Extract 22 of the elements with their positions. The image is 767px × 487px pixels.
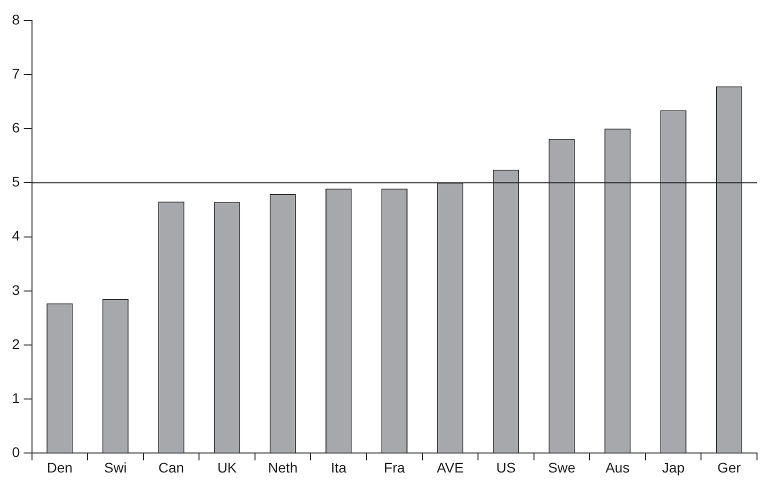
x-tick-label: Swe <box>548 459 576 476</box>
y-tick-label: 4 <box>12 228 20 244</box>
y-tick-label: 6 <box>12 119 20 136</box>
x-tick-label: US <box>496 459 516 476</box>
x-tick-label: Neth <box>268 459 298 476</box>
y-tick-label: 8 <box>12 11 20 28</box>
x-tick-label: Den <box>46 459 73 476</box>
y-tick-label: 1 <box>12 390 20 406</box>
x-tick-label: Jap <box>662 459 685 476</box>
y-tick-label: 3 <box>12 282 20 298</box>
y-tick-label: 7 <box>12 65 20 82</box>
y-tick-label: 2 <box>12 336 20 352</box>
x-tick-label: Aus <box>605 459 630 476</box>
x-tick-label: AVE <box>436 459 464 476</box>
y-tick-label: 0 <box>12 444 20 460</box>
x-tick-label: Ger <box>717 459 742 476</box>
x-tick-label: Ita <box>330 459 347 476</box>
y-tick-label: 5 <box>12 174 20 190</box>
x-tick-label: UK <box>217 459 238 476</box>
x-tick-label: Swi <box>104 459 127 476</box>
x-tick-label: Can <box>158 459 184 476</box>
x-tick-label: Fra <box>384 459 406 476</box>
